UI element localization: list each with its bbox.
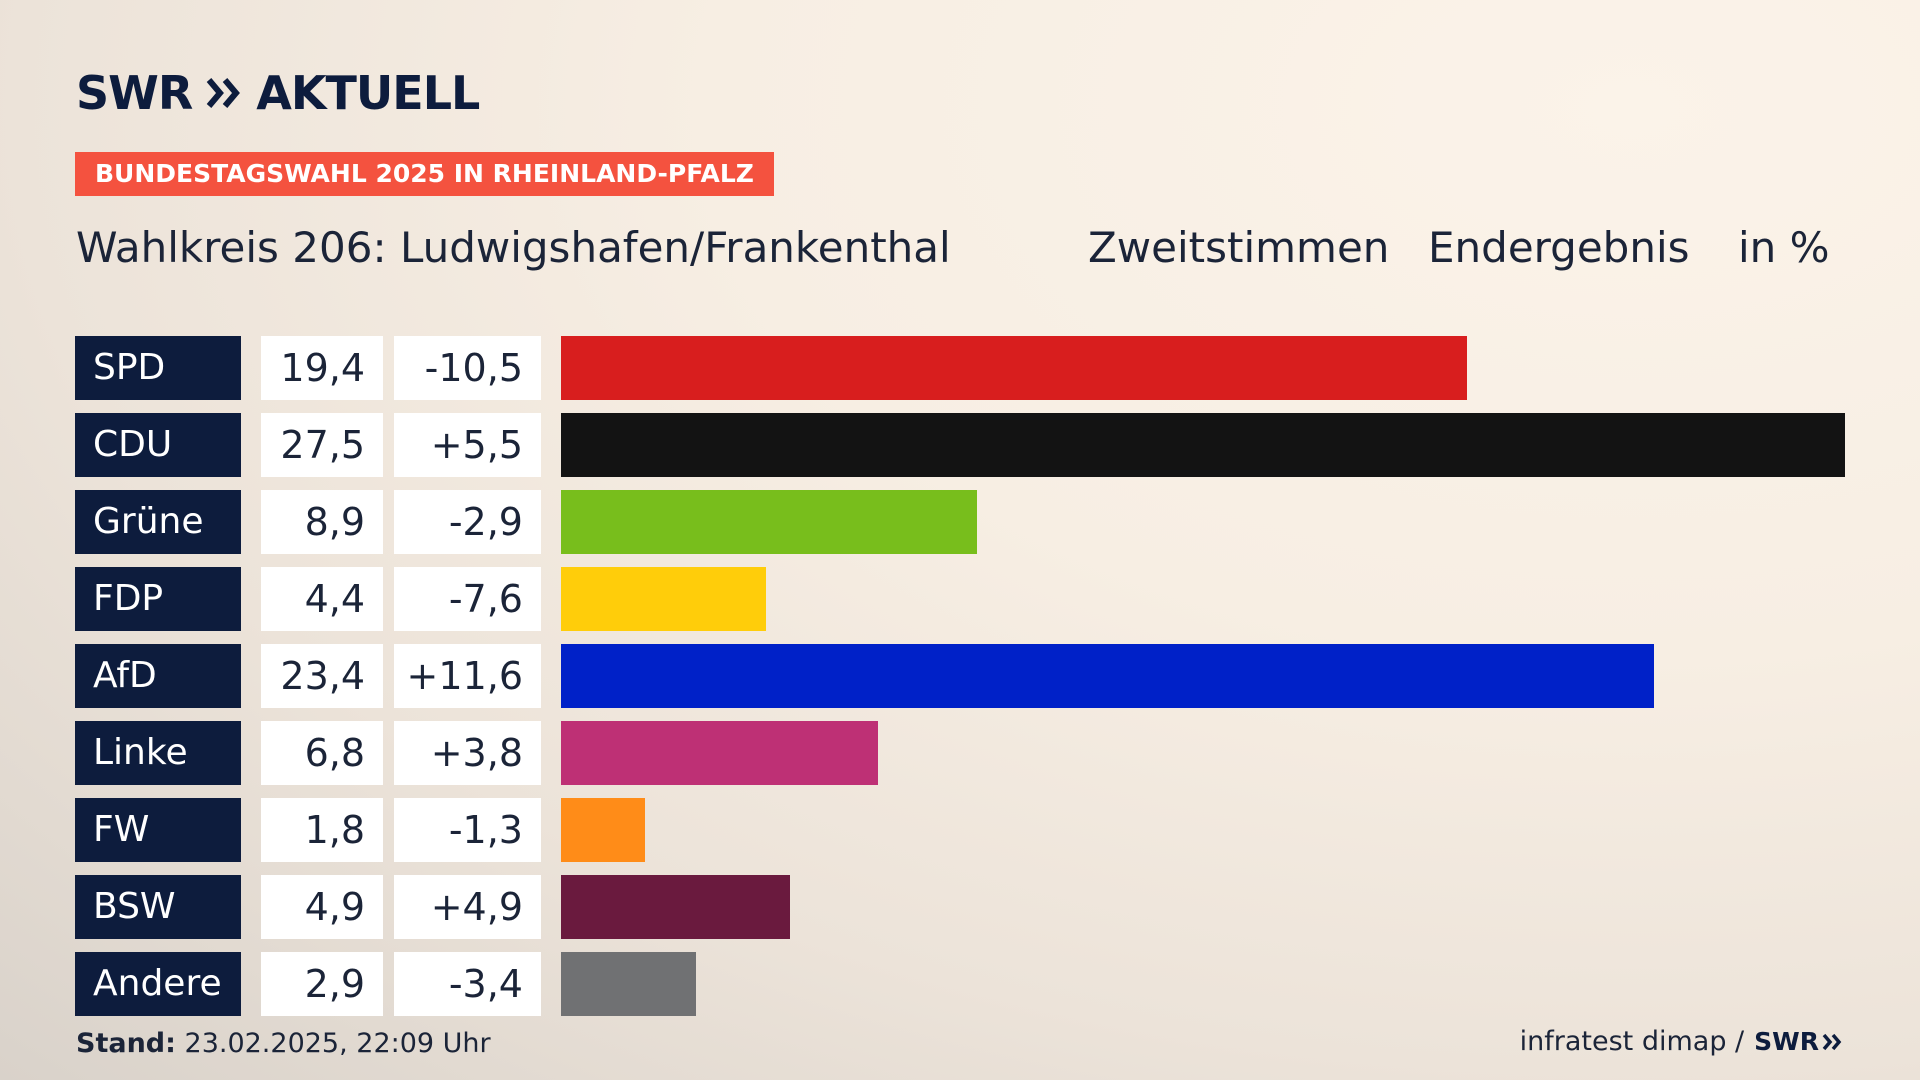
change-label: -3,4 xyxy=(394,952,541,1016)
value-label: 4,9 xyxy=(261,875,383,939)
stand-value: 23.02.2025, 22:09 Uhr xyxy=(184,1028,491,1059)
value-label: 27,5 xyxy=(261,413,383,477)
party-label: SPD xyxy=(75,336,241,400)
bar-fdp xyxy=(561,567,766,631)
chart-title: Wahlkreis 206: Ludwigshafen/Frankenthal xyxy=(76,223,951,272)
change-label: -10,5 xyxy=(394,336,541,400)
logo-swr-text: SWR xyxy=(76,66,193,120)
change-label: -2,9 xyxy=(394,490,541,554)
result-status-label: Endergebnis xyxy=(1428,223,1690,272)
swr-aktuell-logo: SWR AKTUELL xyxy=(76,66,480,120)
swr-small-logo: SWR xyxy=(1754,1027,1844,1056)
unit-label: in % xyxy=(1738,223,1830,272)
bar-spd xyxy=(561,336,1467,400)
change-label: -1,3 xyxy=(394,798,541,862)
change-label: -7,6 xyxy=(394,567,541,631)
value-label: 2,9 xyxy=(261,952,383,1016)
bar-andere xyxy=(561,952,696,1016)
value-label: 4,4 xyxy=(261,567,383,631)
bar-afd xyxy=(561,644,1654,708)
timestamp: Stand: 23.02.2025, 22:09 Uhr xyxy=(76,1028,491,1059)
bar-fw xyxy=(561,798,645,862)
change-label: +3,8 xyxy=(394,721,541,785)
value-label: 23,4 xyxy=(261,644,383,708)
bar-gr-ne xyxy=(561,490,977,554)
value-label: 1,8 xyxy=(261,798,383,862)
source-text: infratest dimap / xyxy=(1519,1026,1745,1057)
party-label: FW xyxy=(75,798,241,862)
stand-label: Stand: xyxy=(76,1028,176,1059)
change-label: +4,9 xyxy=(394,875,541,939)
party-label: Linke xyxy=(75,721,241,785)
change-label: +11,6 xyxy=(394,644,541,708)
value-label: 19,4 xyxy=(261,336,383,400)
bar-cdu xyxy=(561,413,1845,477)
logo-aktuell-text: AKTUELL xyxy=(256,66,480,120)
double-chevron-icon xyxy=(206,76,242,110)
value-label: 6,8 xyxy=(261,721,383,785)
bar-bsw xyxy=(561,875,790,939)
party-label: FDP xyxy=(75,567,241,631)
party-label: CDU xyxy=(75,413,241,477)
party-label: AfD xyxy=(75,644,241,708)
party-label: Andere xyxy=(75,952,241,1016)
value-label: 8,9 xyxy=(261,490,383,554)
party-label: BSW xyxy=(75,875,241,939)
source-credit: infratest dimap / SWR xyxy=(1520,1026,1844,1057)
party-label: Grüne xyxy=(75,490,241,554)
change-label: +5,5 xyxy=(394,413,541,477)
topic-badge: BUNDESTAGSWAHL 2025 IN RHEINLAND-PFALZ xyxy=(75,152,774,196)
small-double-chevron-icon xyxy=(1822,1033,1842,1050)
bar-linke xyxy=(561,721,878,785)
swr-small-logo-text: SWR xyxy=(1754,1027,1819,1056)
votes-type-label: Zweitstimmen xyxy=(1088,223,1390,272)
